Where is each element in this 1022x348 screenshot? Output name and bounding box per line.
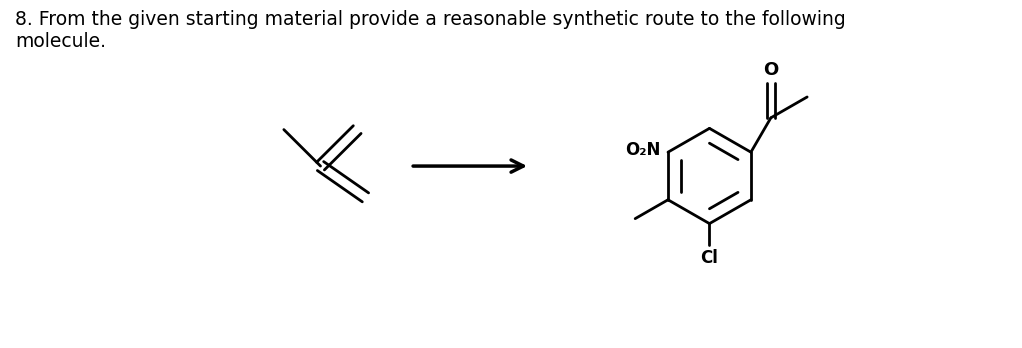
Text: 8. From the given starting material provide a reasonable synthetic route to the : 8. From the given starting material prov… xyxy=(15,10,846,52)
Text: O₂N: O₂N xyxy=(624,141,660,159)
Text: Cl: Cl xyxy=(700,250,718,267)
Text: O: O xyxy=(763,61,779,79)
